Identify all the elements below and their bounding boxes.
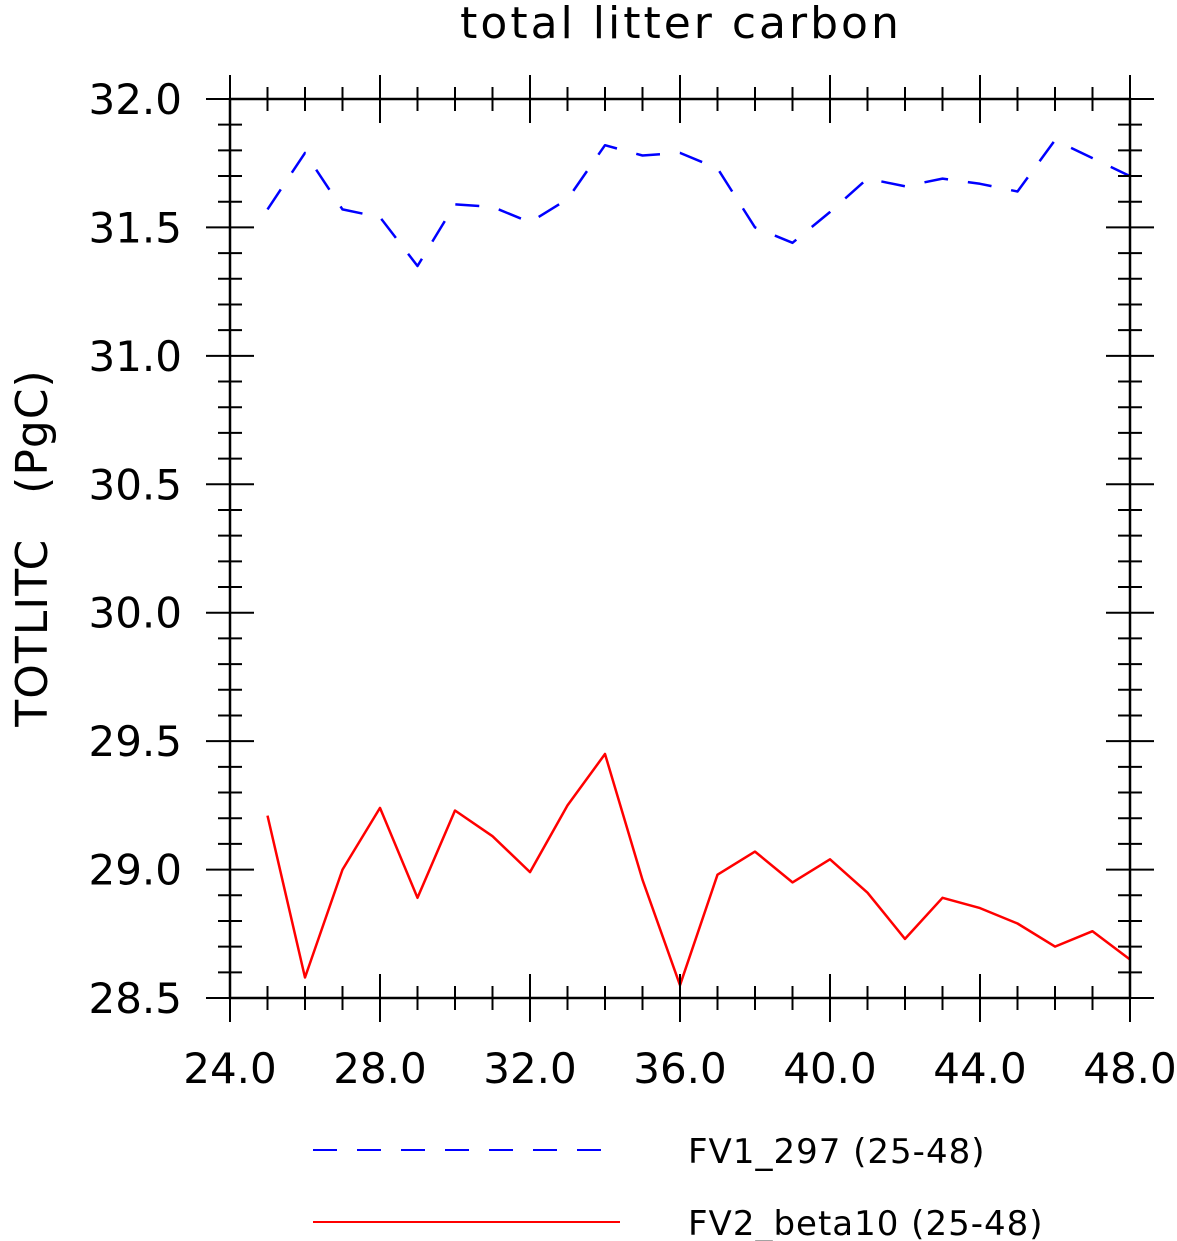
series-line-1 [266, 138, 1131, 268]
axes-layer: 24.0 28.0 32.0 36.0 40.0 44.0 48.0 28.5 29.0 29.5… [88, 75, 1177, 1093]
chart-title: total litter carbon [460, 0, 902, 49]
legend: FV1_297 (25-48) FV2_beta10 (25-48) [313, 1132, 1044, 1241]
x-tick-label: 36.0 [633, 1044, 727, 1093]
y-tick-label: 28.5 [88, 974, 182, 1023]
y-tick-label: 31.0 [88, 332, 182, 381]
x-tick-label: 48.0 [1083, 1044, 1177, 1093]
x-tick-label: 24.0 [183, 1044, 277, 1093]
x-tick-label: 28.0 [333, 1044, 427, 1093]
series-layer [266, 138, 1131, 987]
y-tick-label: 29.5 [88, 717, 182, 766]
x-tick-label: 40.0 [783, 1044, 877, 1093]
x-tick-label: 32.0 [483, 1044, 577, 1093]
y-tick-label: 31.5 [88, 203, 182, 252]
y-tick-label: 30.0 [88, 589, 182, 638]
plot-frame [228, 97, 1132, 1000]
y-axis-label: TOTLITC (PgC) [7, 369, 58, 727]
y-tick-label: 30.5 [88, 460, 182, 509]
legend-label-1: FV1_297 (25-48) [688, 1132, 985, 1172]
series-line-2 [266, 752, 1131, 987]
y-tick-label: 32.0 [88, 75, 182, 124]
x-tick-label: 44.0 [933, 1044, 1027, 1093]
y-tick-label: 29.0 [88, 846, 182, 895]
legend-label-2: FV2_beta10 (25-48) [688, 1204, 1044, 1241]
